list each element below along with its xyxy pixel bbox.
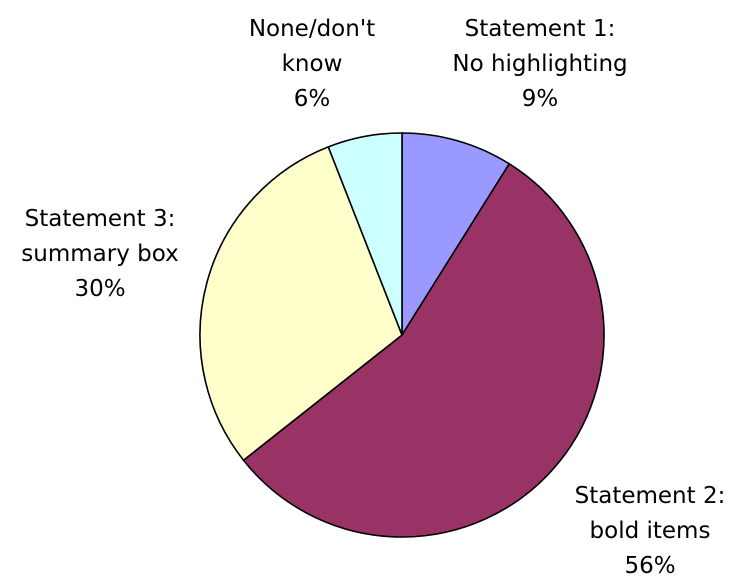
pie-slice-4 xyxy=(327,132,403,336)
slice-1-percent: 9% xyxy=(522,86,559,112)
slice-2-label: Statement 2: xyxy=(575,483,726,509)
pie-slice-3 xyxy=(199,145,403,462)
slice-4-label: know xyxy=(282,51,343,77)
slice-3-label: summary box xyxy=(21,241,178,267)
slice-labels: Statement 1: No highlighting 9% Statement 2… xyxy=(21,16,725,579)
slice-2-percent: 56% xyxy=(624,553,675,579)
pie-slice-1 xyxy=(401,132,511,338)
slice-3-percent: 30% xyxy=(74,276,125,302)
pie-slice-2 xyxy=(242,162,605,538)
pie-slices xyxy=(199,132,605,538)
slice-1-label: No highlighting xyxy=(452,51,627,77)
slice-2-label: bold items xyxy=(590,518,711,544)
slice-1-label: Statement 1: xyxy=(465,16,616,42)
slice-3-label: Statement 3: xyxy=(25,206,176,232)
slice-4-percent: 6% xyxy=(294,86,331,112)
slice-4-label: None/don't xyxy=(249,16,375,42)
